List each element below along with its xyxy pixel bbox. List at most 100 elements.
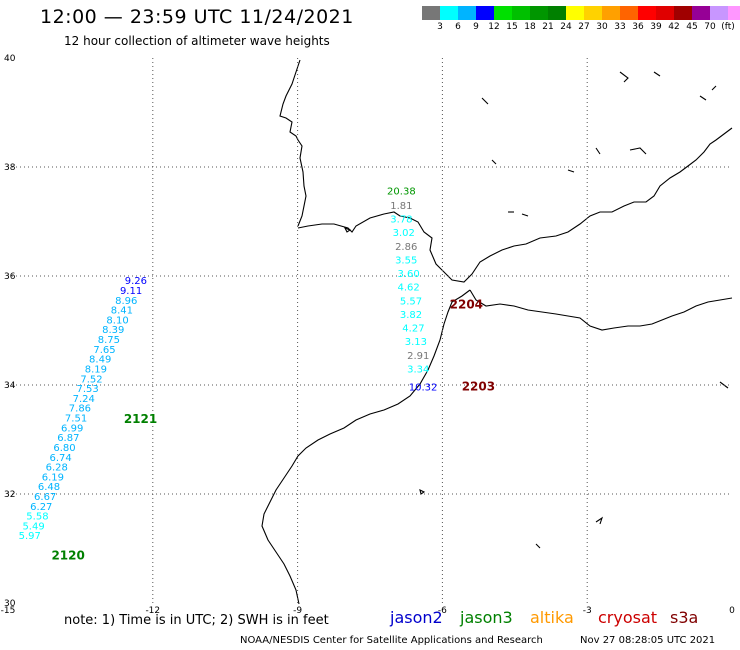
- coastline-islet: [711, 85, 717, 91]
- coastline-morocco-atlantic: [261, 289, 471, 605]
- swh-value-label: 10.32: [409, 382, 438, 393]
- color-scale-label: 39: [650, 22, 662, 32]
- color-scale-label: 42: [668, 22, 680, 32]
- swh-value-label: 6.28: [46, 463, 68, 474]
- color-swatch: [674, 6, 692, 20]
- color-swatch: [548, 6, 566, 20]
- color-swatch: [710, 6, 728, 20]
- swh-value-label: 7.52: [80, 374, 102, 385]
- swh-value-label: 8.19: [85, 364, 107, 375]
- swh-value-label: 3.13: [405, 337, 427, 348]
- color-scale-swatches: [422, 6, 740, 20]
- lon-tick-label: -15: [1, 606, 16, 616]
- lat-tick-label: 40: [4, 54, 16, 64]
- coastline-islet: [481, 97, 489, 105]
- coastline-islet: [419, 488, 426, 495]
- swh-value-label: 6.48: [38, 482, 60, 493]
- color-scale-label: 70: [704, 22, 716, 32]
- swh-value-label: 6.99: [61, 423, 83, 434]
- color-swatch: [638, 6, 656, 20]
- swh-value-label: 6.19: [42, 472, 64, 483]
- color-swatch: [422, 6, 440, 20]
- color-swatch: [494, 6, 512, 20]
- lat-tick-label: 30: [4, 599, 16, 609]
- satellite-legend-item: cryosat: [598, 608, 658, 627]
- coastline-islet: [653, 71, 661, 77]
- swh-value-label: 3.60: [397, 269, 419, 280]
- swh-value-label: 8.75: [98, 335, 120, 346]
- color-scale-label: 12: [488, 22, 500, 32]
- color-swatch: [476, 6, 494, 20]
- swh-value-label: 5.58: [26, 512, 48, 523]
- swh-value-label: 6.67: [34, 492, 56, 503]
- color-scale-label: 15: [506, 22, 518, 32]
- color-scale-label: 27: [578, 22, 590, 32]
- swh-value-label: 3.55: [395, 255, 417, 266]
- color-swatch: [692, 6, 710, 20]
- swh-value-label: 8.39: [102, 325, 124, 336]
- color-scale-label: 36: [632, 22, 644, 32]
- swh-value-label: 6.80: [53, 443, 75, 454]
- color-swatch: [656, 6, 674, 20]
- color-swatch: [620, 6, 638, 20]
- satellite-legend-item: altika: [530, 608, 574, 627]
- coastline: [261, 59, 733, 605]
- swh-value-label: 3.82: [400, 310, 422, 321]
- color-swatch: [584, 6, 602, 20]
- color-scale-label: 30: [596, 22, 608, 32]
- swh-value-label: 4.62: [397, 283, 419, 294]
- color-scale-label: 18: [524, 22, 536, 32]
- color-scale-label: 24: [560, 22, 572, 32]
- coastline-islet: [521, 213, 529, 217]
- pass-time-label: 2121: [124, 412, 157, 426]
- swh-value-label: 3.02: [393, 228, 415, 239]
- color-scale-label: (ft): [721, 22, 735, 32]
- swh-value-label: 7.51: [65, 414, 87, 425]
- swh-value-label: 9.26: [125, 276, 147, 287]
- wave-height-color-scale: 3 6 9 12 15 18 21 24 27 30 33 36 39 42 45 70 (ft): [422, 6, 740, 34]
- lat-tick-label: 34: [4, 381, 16, 391]
- swh-value-label: 2.91: [407, 351, 429, 362]
- coastline-iberia-south: [297, 127, 733, 283]
- satellite-legend-item: jason2: [390, 608, 443, 627]
- swh-value-label: 6.87: [57, 433, 79, 444]
- axis-tick-labels: -15 -12 -9 -6 -3 0 30 32 34 36 38 40: [1, 54, 735, 616]
- swh-value-label: 7.24: [73, 394, 95, 405]
- lat-tick-label: 38: [4, 163, 16, 173]
- swh-value-label: 6.74: [49, 453, 71, 464]
- swh-value-label: 3.34: [407, 364, 429, 375]
- coastline-islet: [343, 226, 352, 233]
- color-scale-label: 9: [473, 22, 479, 32]
- lon-tick-label: -3: [583, 606, 592, 616]
- color-swatch: [728, 6, 740, 20]
- lon-tick-label: -6: [438, 606, 447, 616]
- pass-time-label: 2120: [51, 548, 84, 562]
- swh-value-label: 9.11: [120, 286, 142, 297]
- satellite-tracks: 9.269.118.968.418.108.398.757.658.498.19…: [19, 186, 496, 562]
- swh-value-label: 5.97: [19, 531, 41, 542]
- lon-tick-label: 0: [729, 606, 735, 616]
- satellite-legend-item: jason3: [460, 608, 513, 627]
- generation-timestamp: Nov 27 08:28:05 UTC 2021: [580, 635, 716, 646]
- color-swatch: [602, 6, 620, 20]
- swh-value-label: 20.38: [387, 186, 416, 197]
- swh-value-label: 7.86: [69, 404, 91, 415]
- swh-value-label: 3.78: [390, 215, 412, 226]
- lat-tick-label: 32: [4, 490, 15, 500]
- page-title: 12:00 — 23:59 UTC 11/24/2021: [40, 6, 354, 28]
- lon-tick-label: -9: [293, 606, 302, 616]
- coastline-islet: [629, 147, 647, 155]
- satellite-legend-item: s3a: [670, 608, 699, 627]
- lat-lon-grid: [8, 58, 732, 603]
- swh-value-label: 5.49: [22, 521, 44, 532]
- coastline-islet: [595, 516, 604, 525]
- color-scale-label: 6: [455, 22, 461, 32]
- swh-value-label: 5.57: [400, 296, 422, 307]
- footer-note: note: 1) Time is in UTC; 2) SWH is in fe…: [64, 613, 329, 628]
- swh-value-label: 7.65: [93, 345, 115, 356]
- swh-value-label: 8.96: [115, 296, 137, 307]
- color-swatch: [512, 6, 530, 20]
- swh-value-label: 7.53: [77, 384, 99, 395]
- color-scale-label: 45: [686, 22, 698, 32]
